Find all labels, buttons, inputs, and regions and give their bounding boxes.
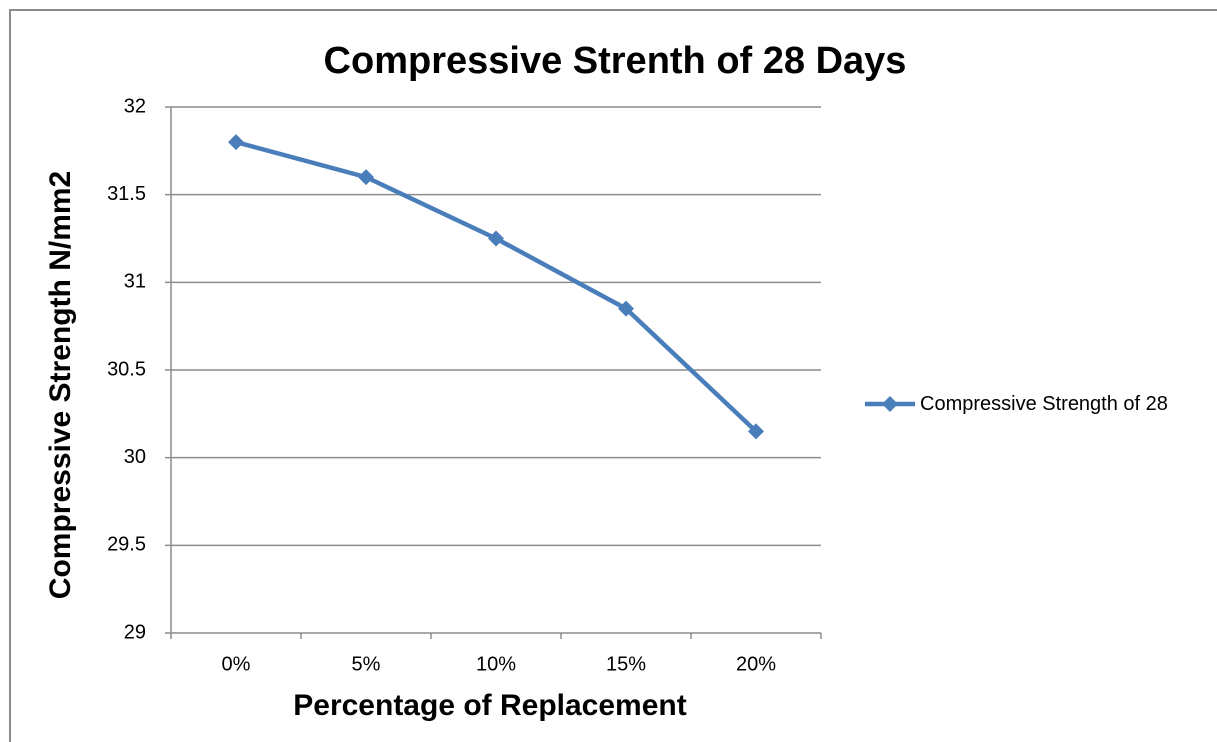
data-point	[358, 169, 374, 186]
legend-marker	[882, 396, 898, 412]
x-tick-label: 15%	[606, 653, 646, 675]
data-point	[748, 423, 764, 440]
legend-label: Compressive Strength of 28	[920, 393, 1168, 415]
y-tick-label: 31.5	[107, 183, 146, 205]
series-line	[235, 139, 758, 434]
chart-border	[9, 9, 1217, 742]
y-tick-label: 31	[124, 271, 146, 293]
y-tick-label: 32	[124, 95, 146, 117]
y-tick-label: 29	[124, 621, 146, 643]
y-tick-label: 30.5	[107, 358, 146, 380]
y-tick-label: 30	[124, 446, 146, 468]
data-point	[488, 230, 504, 247]
data-point	[228, 134, 244, 151]
data-point	[618, 300, 634, 317]
y-tick-label: 29.5	[107, 534, 146, 556]
y-axis-label: Compressive Strength N/mm2	[44, 171, 77, 599]
x-tick-label: 10%	[476, 653, 516, 675]
x-axis-label: Percentage of Replacement	[293, 689, 686, 722]
chart-title: Compressive Strenth of 28 Days	[324, 40, 907, 82]
x-tick-label: 0%	[222, 653, 251, 675]
x-tick-label: 20%	[736, 653, 776, 675]
x-tick-label: 5%	[352, 653, 381, 675]
